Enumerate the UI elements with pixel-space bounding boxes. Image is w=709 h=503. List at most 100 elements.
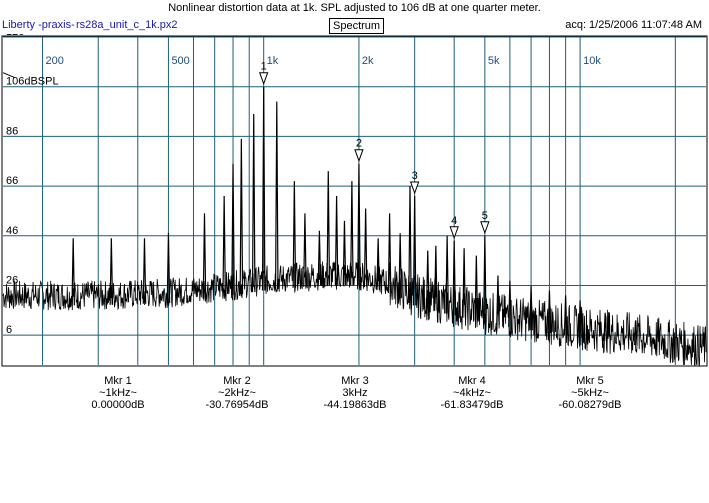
harmonic-spike: [603, 312, 607, 342]
y-tick-label: 6: [6, 324, 12, 336]
marker-triangle: [480, 221, 490, 235]
marker-5-value: -60.08279dB: [558, 399, 622, 411]
y-tick-label: 106dBSPL: [6, 76, 59, 88]
y-tick-label: 46: [6, 225, 18, 237]
marker-table: Mkr 1 ~1kHz~ 0.00000dB Mkr 2 ~2kHz~ -30.…: [0, 375, 709, 425]
marker-4-info[interactable]: Mkr 4 ~4kHz~ -61.83479dB: [417, 375, 527, 411]
y-tick-label: 26: [6, 274, 18, 286]
grid: [3, 36, 706, 365]
marker-3-name: Mkr 3: [341, 375, 369, 387]
x-tick-label: 2k: [362, 55, 374, 67]
x-tick-label: 10k: [583, 55, 601, 67]
harmonic-spike: [398, 233, 402, 299]
harmonic-spike: [202, 213, 207, 299]
marker-triangle: [449, 226, 459, 240]
marker-4[interactable]: 4: [449, 215, 459, 240]
marker-2[interactable]: 2: [354, 138, 364, 163]
marker-2-info[interactable]: Mkr 2 ~2kHz~ -30.76954dB: [182, 375, 292, 411]
x-tick-label: 5k: [488, 55, 500, 67]
harmonic-spike: [350, 181, 354, 286]
axis-labels: 200 500 1k 2k 5k 10k 126 106dBSPL 86 66 46 26 6: [2, 34, 601, 336]
marker-label: 3: [412, 170, 418, 182]
marker-triangle: [354, 149, 364, 163]
harmonic-spike: [166, 233, 171, 303]
marker-label: 4: [451, 215, 457, 227]
harmonic-spike: [357, 163, 361, 286]
harmonic-spike: [274, 101, 279, 290]
harmonic-spike: [387, 213, 392, 293]
marker-5-info[interactable]: Mkr 5 ~5kHz~ -60.08279dB: [535, 375, 645, 411]
x-tick-label: 500: [171, 55, 189, 67]
plot-frame: [1, 35, 708, 367]
marker-1-value: 0.00000dB: [91, 399, 145, 411]
marker-triangle: [258, 72, 269, 86]
harmonic-spike: [547, 290, 552, 334]
harmonic-spike: [334, 196, 339, 286]
harmonic-spike: [434, 245, 438, 311]
harmonic-spike: [529, 285, 533, 331]
noise-trace: [2, 261, 707, 366]
marker-3-frequency: 3kHz: [342, 387, 368, 399]
marker-1-info[interactable]: Mkr 1 ~1kHz~ 0.00000dB: [63, 375, 173, 411]
harmonic-spike: [425, 250, 430, 309]
harmonic-spike: [239, 138, 244, 295]
marker-5-name: Mkr 5: [576, 375, 604, 387]
marker-2-value: -30.76954dB: [205, 399, 269, 411]
marker-4-value: -61.83479dB: [440, 399, 504, 411]
x-tick-label: 200: [46, 55, 64, 67]
harmonic-spike: [251, 114, 256, 293]
harmonic-spike: [292, 181, 297, 288]
harmonic-spike: [452, 240, 456, 316]
harmonic-spike: [261, 86, 266, 291]
harmonic-spike: [342, 220, 347, 286]
marker-4-name: Mkr 4: [458, 375, 486, 387]
marker-label: 1: [261, 61, 267, 73]
marker-3-info[interactable]: Mkr 3 3kHz -44.19863dB: [300, 375, 410, 411]
reference-level-arrow: [2, 72, 16, 79]
harmonic-spike: [578, 300, 582, 338]
spectrum-button[interactable]: Spectrum: [329, 18, 385, 34]
marker-1-frequency: ~1kHz~: [99, 387, 137, 399]
marker-2-frequency: ~2kHz~: [218, 387, 256, 399]
marker-triangle: [409, 181, 420, 195]
harmonic-spike: [363, 208, 368, 288]
marker-1[interactable]: 1: [258, 61, 269, 86]
harmonic-spike: [408, 186, 412, 304]
spectrum-trace: [2, 86, 707, 366]
harmonic-spike: [231, 163, 235, 296]
marker-4-frequency: ~4kHz~: [453, 387, 491, 399]
harmonic-spike: [376, 238, 380, 291]
header-bar: Liberty -praxis- rs28a_unit_c_1k.px2 Spe…: [0, 18, 709, 34]
harmonic-spike: [326, 171, 331, 286]
harmonic-spike: [445, 235, 449, 314]
harmonic-spike: [303, 213, 307, 287]
harmonic-spike: [109, 238, 114, 305]
harmonic-spike: [71, 238, 75, 306]
y-tick-label: 126: [6, 34, 24, 38]
marker-label: 2: [356, 138, 362, 150]
harmonic-spike: [142, 238, 147, 304]
harmonic-spike: [222, 196, 226, 297]
harmonic-spike: [412, 196, 417, 306]
markers[interactable]: 1 2 3 4 5: [258, 61, 490, 240]
marker-5-frequency: ~5kHz~: [571, 387, 609, 399]
harmonic-spike: [508, 280, 512, 327]
marker-5[interactable]: 5: [480, 210, 490, 235]
x-tick-label: 1k: [267, 55, 279, 67]
harmonic-spike: [563, 295, 568, 336]
harmonic-spike: [483, 235, 487, 323]
app-name[interactable]: Liberty -praxis-: [2, 19, 75, 31]
harmonic-spike: [496, 275, 500, 325]
marker-3-value: -44.19863dB: [323, 399, 387, 411]
marker-label: 5: [482, 210, 488, 222]
y-tick-label: 66: [6, 175, 18, 187]
harmonic-spike: [462, 248, 466, 318]
marker-2-name: Mkr 2: [223, 375, 251, 387]
harmonic-spike: [634, 320, 638, 346]
y-tick-label: 86: [6, 125, 18, 137]
marker-3[interactable]: 3: [409, 170, 420, 195]
file-name[interactable]: rs28a_unit_c_1k.px2: [76, 19, 178, 31]
harmonic-spike: [317, 230, 322, 286]
spectrum-plot: 200 500 1k 2k 5k 10k 126 106dBSPL 86 66 46 26 6 1 2 3 4…: [1, 34, 708, 367]
marker-1-name: Mkr 1: [104, 375, 132, 387]
